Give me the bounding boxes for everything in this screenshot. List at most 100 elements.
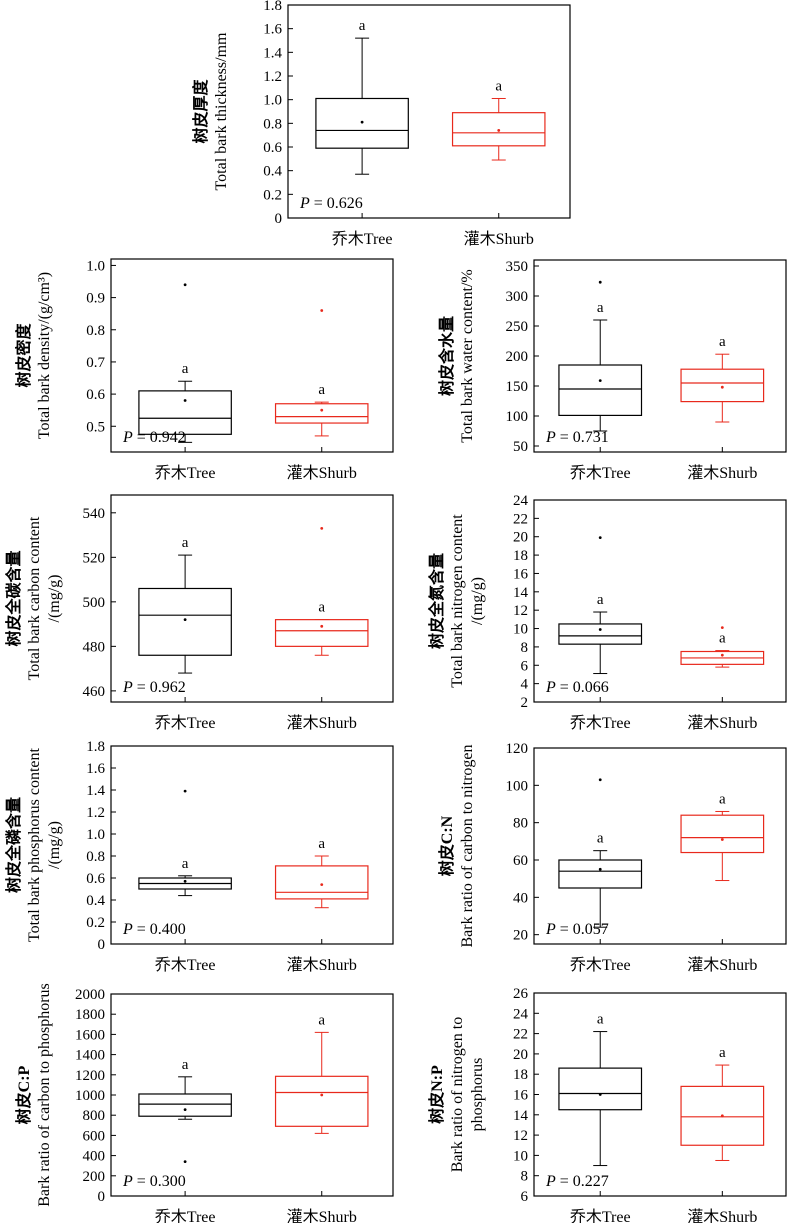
significance-letter: a [318,836,325,852]
y-axis-title-cn: 树皮密度 [14,323,33,388]
category-label-2: 灌木Shurb [287,956,357,974]
y-tick-label: 16 [513,566,529,582]
axis-frame [533,747,787,945]
y-tick-label: 150 [506,379,529,395]
p-value-label: P = 0.626 [299,195,363,212]
p-value-label: P = 0.942 [122,429,186,446]
y-tick-label: 4 [521,677,529,693]
y-axis-title-en: phosphorus [469,1058,486,1132]
mean-point [183,618,187,622]
outlier-point [598,778,602,782]
outlier-point [320,526,324,530]
iqr-box [274,403,369,424]
y-tick-label: 1.0 [263,93,282,109]
category-label-2: 灌木Shurb [687,956,757,974]
significance-letter: a [182,1057,189,1073]
y-tick-label: 40 [513,890,528,906]
p-value-label: P = 0.962 [122,679,186,696]
mean-point [720,1114,724,1118]
y-axis-title-en: Total bark thickness/mm [213,32,230,191]
y-axis-title-en: /(mg/g) [46,575,63,623]
y-tick-label: 0.8 [263,116,282,132]
y-tick-label: 480 [83,639,106,655]
axis-frame [110,494,394,703]
outlier-point [183,283,187,287]
mean-point [598,379,602,382]
y-axis-title-cn: 树皮含水量 [437,316,456,396]
y-tick-label: 520 [83,550,106,566]
y-tick-label: 540 [83,506,106,522]
y-tick-label: 20 [513,530,528,546]
y-tick-label: 350 [506,259,529,275]
category-label-1: 乔木Tree [332,230,393,248]
y-tick-label: 200 [506,349,529,365]
category-label-2: 灌木Shurb [687,464,757,482]
y-tick-label: 0.8 [86,849,105,865]
y-tick-label: 100 [506,778,529,794]
box-tree: a [138,1057,232,1164]
box-tree: a [138,283,232,443]
y-tick-label: 1800 [75,1007,105,1023]
y-axis-title-cn: 树皮厚度 [191,79,210,144]
significance-letter: a [318,382,325,398]
iqr-box [138,390,232,435]
y-tick-label: 100 [506,409,529,425]
y-axis-title-en: Bark ratio of carbon to nitrogen [459,744,476,947]
mean-point [360,120,364,124]
outlier-point [598,280,602,284]
iqr-box [138,587,232,656]
outlier-point [598,536,602,540]
y-tick-label: 18 [513,1067,528,1083]
mean-point [598,628,602,631]
y-tick-label: 460 [83,684,106,700]
category-label-1: 乔木Tree [155,956,216,974]
box-tree: a [315,18,409,175]
category-label-1: 乔木Tree [570,464,631,482]
iqr-box [274,865,369,900]
y-tick-label: 14 [513,1108,529,1124]
category-label-1: 乔木Tree [155,714,216,732]
y-tick-label: 0 [275,211,283,227]
y-tick-label: 500 [83,595,106,611]
y-axis-title-cn: 树皮全氮含量 [427,553,446,649]
panel-9: 6 8 10 12 14 16 18 20 22 24 26 乔木Tree 灌木Shurb a a P = 0… [427,986,787,1223]
y-tick-label: 1.6 [86,761,105,777]
iqr-box [274,619,369,647]
y-tick-label: 1.0 [86,827,105,843]
significance-letter: a [182,535,189,551]
iqr-box [138,1093,232,1117]
y-axis-title-cn: 树皮N:P [427,1065,446,1124]
box-tree: a [138,789,232,897]
box-shrub: a [274,1012,369,1134]
significance-letter: a [719,334,726,350]
y-tick-label: 20 [513,928,528,944]
y-axis-title-en: Total bark water content/% [459,269,476,442]
mean-point [183,399,187,402]
iqr-box [680,368,765,403]
outlier-point [320,309,324,312]
y-tick-label: 80 [513,816,528,832]
y-tick-label: 1.2 [263,69,282,85]
mean-point [598,867,602,871]
y-axis-title-cn: 树皮全碳含量 [4,550,23,646]
axis-frame [110,745,394,945]
y-tick-label: 10 [513,1148,528,1164]
y-tick-label: 24 [513,1006,529,1022]
box-tree: a [558,280,643,432]
panel-1: 0 0.2 0.4 0.6 0.8 1.0 1.2 1.4 1.6 1.8 乔木Tree 灌木Shur… [191,0,571,248]
y-tick-label: 0.4 [263,164,282,180]
iqr-box [274,1075,369,1127]
mean-point [598,1093,602,1096]
p-value-label: P = 0.057 [545,921,609,938]
y-tick-label: 16 [513,1088,529,1104]
y-tick-label: 0.7 [86,355,105,371]
y-tick-label: 6 [521,658,529,674]
y-tick-label: 300 [506,289,529,305]
mean-point [720,653,724,657]
significance-letter: a [359,18,366,34]
y-tick-label: 0.6 [86,387,105,403]
panel-6: 0 0.2 0.4 0.6 0.8 1.0 1.2 1.4 1.6 1.8 乔木Tree 灌木Shur… [4,739,394,974]
outlier-point [720,626,724,630]
box-shrub: a [680,1045,765,1161]
